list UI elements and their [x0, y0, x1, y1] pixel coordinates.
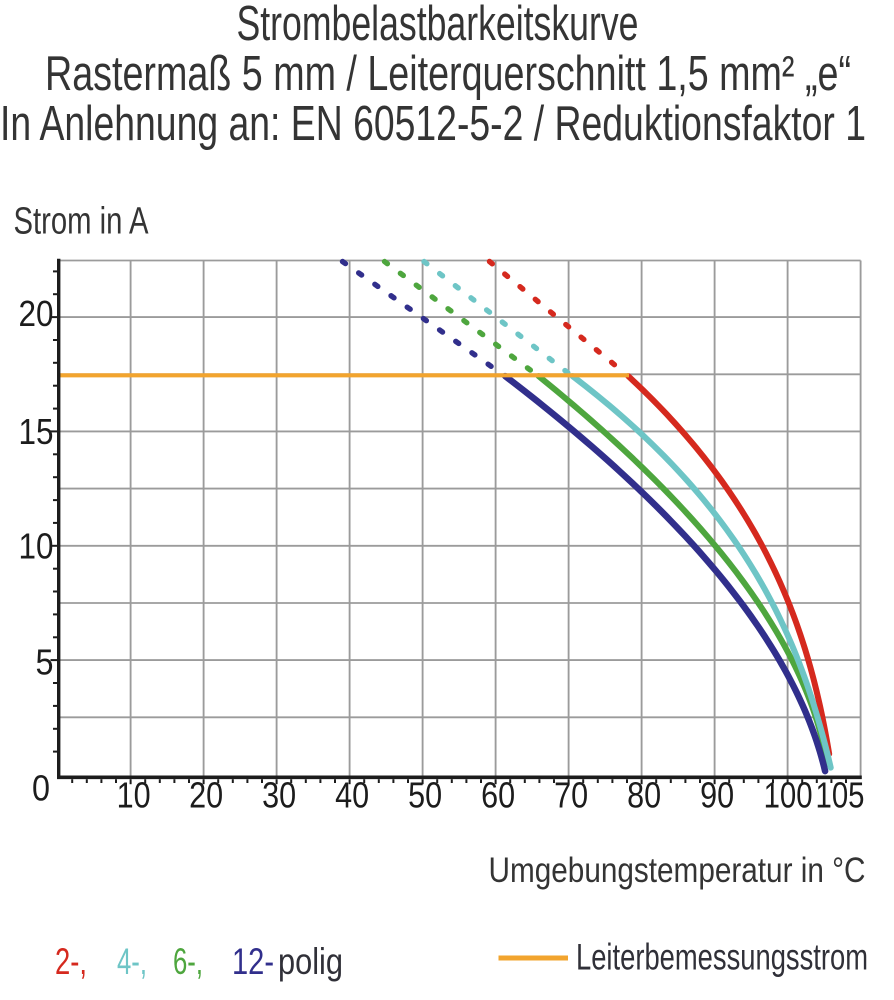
svg-text:30: 30 — [262, 775, 296, 816]
svg-text:10: 10 — [117, 775, 151, 816]
svg-text:2-,: 2-, — [55, 941, 87, 982]
svg-text:15: 15 — [19, 411, 54, 452]
svg-text:0: 0 — [32, 768, 50, 809]
svg-text:5: 5 — [36, 642, 54, 683]
svg-text:10: 10 — [19, 525, 54, 566]
svg-text:polig: polig — [278, 941, 343, 982]
svg-text:90: 90 — [700, 775, 734, 816]
svg-text:105: 105 — [816, 775, 865, 816]
svg-text:6-,: 6-, — [173, 941, 203, 982]
svg-text:40: 40 — [335, 775, 369, 816]
svg-text:60: 60 — [481, 775, 515, 816]
svg-text:Leiterbemessungsstrom: Leiterbemessungsstrom — [576, 936, 868, 978]
svg-text:50: 50 — [408, 775, 442, 816]
svg-text:20: 20 — [19, 293, 54, 334]
svg-text:Strom in A: Strom in A — [14, 201, 149, 243]
svg-text:Rastermaß 5 mm / Leiterquersch: Rastermaß 5 mm / Leiterquerschnitt 1,5 m… — [45, 47, 851, 101]
svg-text:4-,: 4-, — [117, 941, 147, 982]
svg-text:In Anlehnung an: EN 60512-5-2: In Anlehnung an: EN 60512-5-2 / Reduktio… — [0, 97, 866, 151]
svg-text:70: 70 — [554, 775, 588, 816]
svg-text:Strombelastbarkeitskurve: Strombelastbarkeitskurve — [237, 0, 639, 51]
svg-text:Umgebungstemperatur in °C: Umgebungstemperatur in °C — [489, 851, 866, 890]
svg-text:20: 20 — [189, 775, 223, 816]
svg-text:80: 80 — [627, 775, 661, 816]
svg-text:12-: 12- — [232, 941, 274, 982]
svg-text:100: 100 — [764, 775, 813, 816]
